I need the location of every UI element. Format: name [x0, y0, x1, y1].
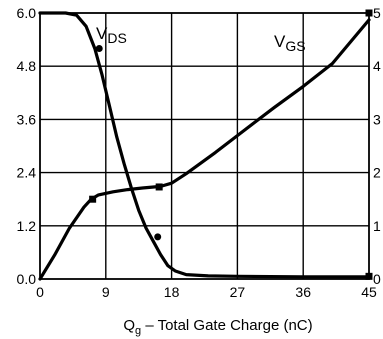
x-tick-label: 27	[230, 284, 246, 300]
y-left-tick-label: 0.0	[17, 271, 37, 287]
x-tick-label: 36	[295, 284, 311, 300]
y-right-tick-label: 4	[373, 58, 381, 74]
series-label-main: V	[96, 24, 108, 43]
y-right-tick-label: 3	[373, 111, 381, 127]
series-marker-vgs	[155, 183, 163, 191]
plot-frame	[39, 12, 370, 280]
series-markers	[89, 9, 373, 280]
series-labels: VDS VGS	[96, 24, 306, 54]
series-lines	[38, 11, 371, 281]
x-axis-label: Qg – Total Gate Charge (nC)	[123, 317, 312, 337]
plot-border	[39, 12, 370, 280]
x-tick-label: 45	[361, 284, 377, 300]
series-label-sub: DS	[107, 30, 126, 46]
series-marker-vds	[95, 44, 103, 52]
y-right-tick-label: 2	[373, 165, 381, 181]
y-left-tick-label: 6.0	[17, 5, 37, 21]
y-left-tick-label: 3.6	[17, 111, 37, 127]
grid	[40, 13, 369, 279]
series-label-sub: GS	[285, 38, 305, 54]
series-label-vds: VDS	[96, 24, 127, 46]
y-left-tick-label: 1.2	[17, 218, 37, 234]
y-right-tick-label: 0	[373, 271, 381, 287]
x-tick-label: 9	[102, 284, 110, 300]
y-right-tick-label: 1	[373, 218, 381, 234]
y-right-tick-label: 5	[373, 5, 381, 21]
series-marker-vgs	[365, 9, 373, 17]
y-left-tick-label: 2.4	[17, 165, 37, 181]
series-label-main: V	[274, 32, 286, 51]
series-marker-vgs	[89, 195, 97, 203]
series-marker-vds	[154, 233, 162, 241]
series-line-vgs	[38, 18, 371, 281]
series-marker-vgs	[365, 272, 373, 280]
x-tick-label: 0	[36, 284, 44, 300]
x-tick-label: 18	[164, 284, 180, 300]
series-line-vds	[38, 11, 371, 279]
series-label-vgs: VGS	[274, 32, 306, 54]
y-left-tick-label: 4.8	[17, 58, 37, 74]
